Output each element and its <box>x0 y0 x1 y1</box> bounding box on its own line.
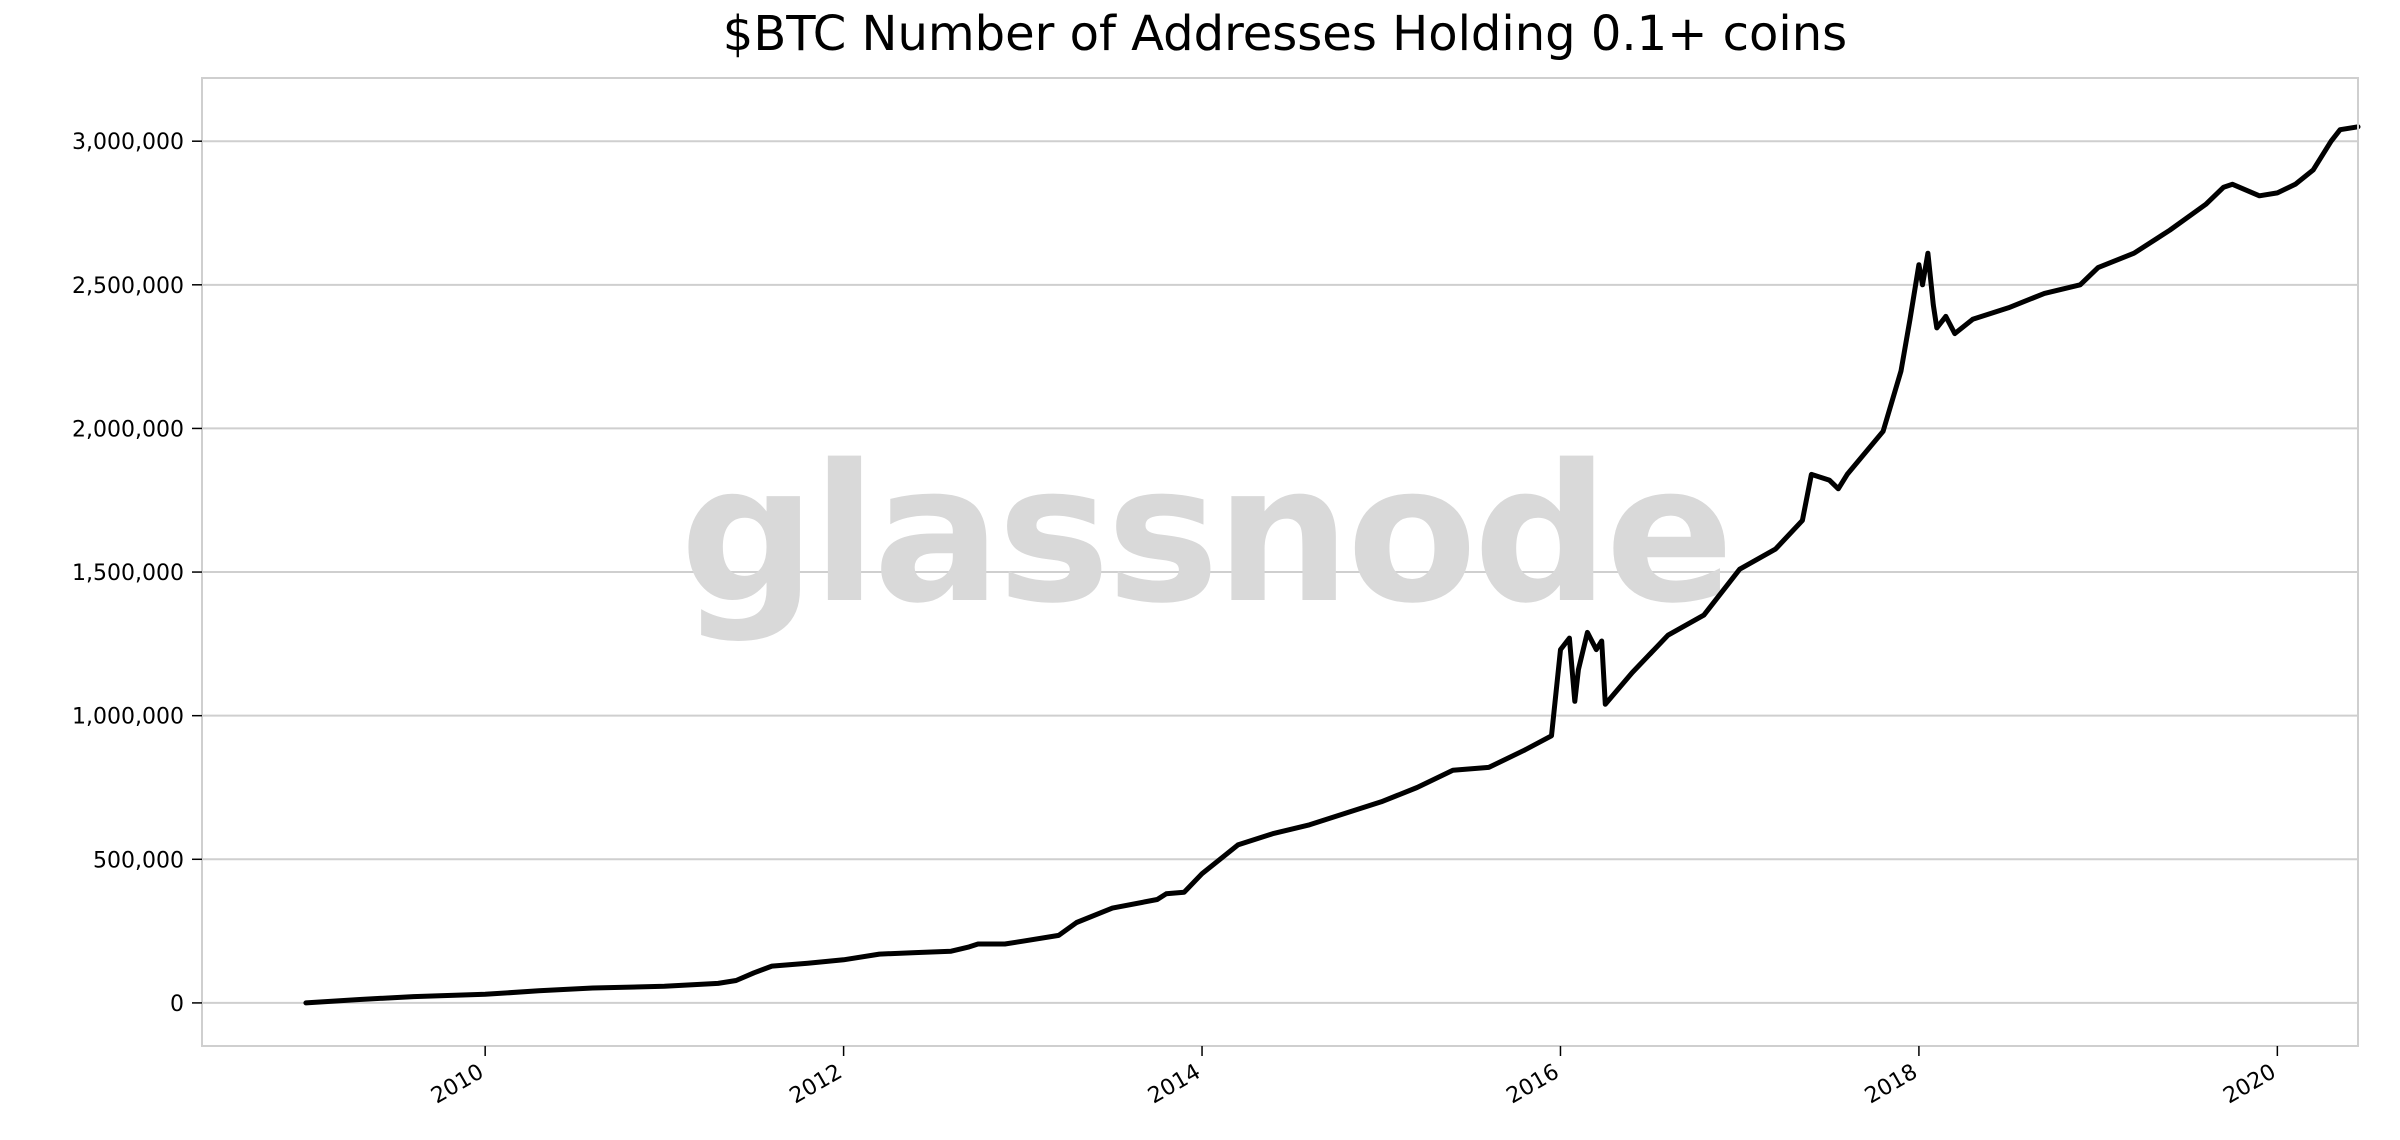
glassnode-watermark: glassnode <box>680 424 1730 645</box>
y-tick-label: 1,500,000 <box>72 561 184 586</box>
y-grid-lines <box>202 140 2358 1004</box>
y-tick-label: 3,000,000 <box>72 130 184 155</box>
series-lines <box>303 124 2361 1006</box>
y-tick-label: 2,500,000 <box>72 274 184 299</box>
y-axis-ticks: 0 500,000 1,000,000 1,500,000 2,000,000 2,500… <box>72 130 202 1017</box>
plot-frame <box>201 77 2359 1047</box>
y-tick-label: 0 <box>170 992 184 1017</box>
y-tick-label: 500,000 <box>93 848 184 873</box>
y-tick-label: 1,000,000 <box>72 705 184 730</box>
y-tick-label: 2,000,000 <box>72 417 184 442</box>
series-line <box>303 124 2361 1006</box>
chart-title: $BTC Number of Addresses Holding 0.1+ co… <box>723 6 1847 62</box>
